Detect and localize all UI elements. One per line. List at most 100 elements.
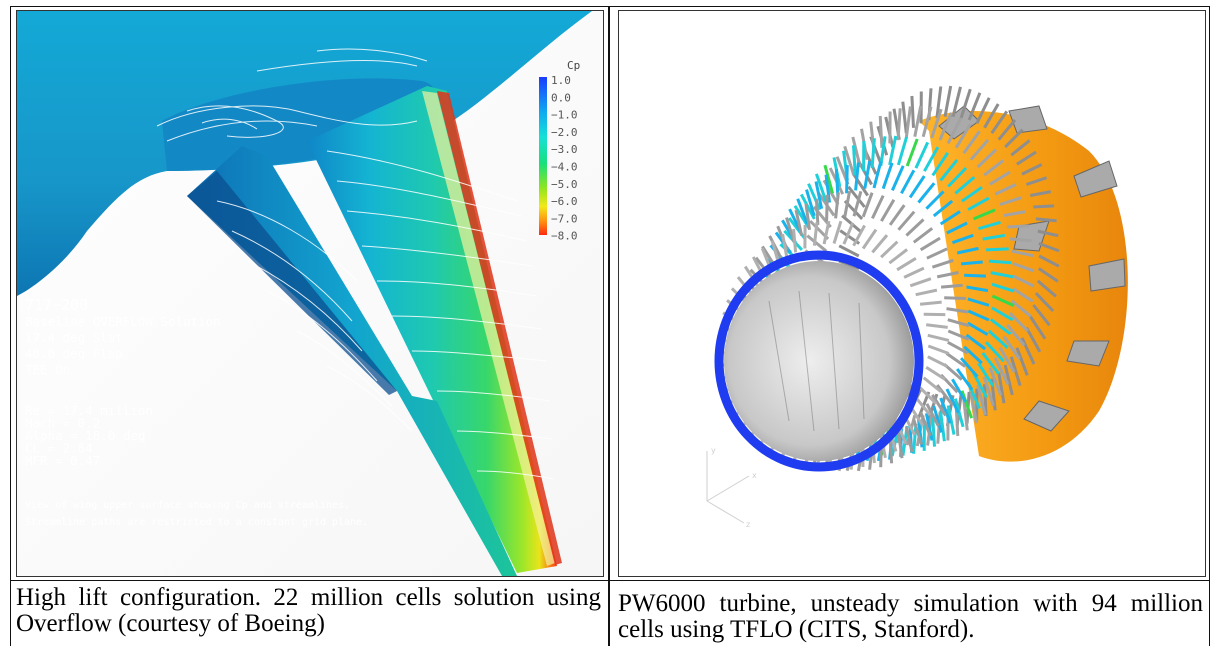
hub-inner-shading: [768, 290, 865, 432]
turbine-blade: [998, 346, 1016, 373]
turbine-blade: [967, 92, 982, 121]
turbine-blade: [939, 210, 961, 226]
turbine-blade: [969, 392, 978, 424]
turbine-blade: [989, 170, 1011, 186]
turbine-blade: [823, 164, 835, 194]
turbine-blade: [824, 174, 831, 203]
table-center-divider: [608, 6, 610, 646]
turbine-blade: [978, 220, 1001, 231]
casing-vanes: [938, 105, 1126, 432]
turbine-blade: [964, 273, 986, 278]
wing-leading-edge: [422, 91, 555, 566]
turbine-blade: [983, 103, 1000, 129]
turbine-blade: [967, 321, 989, 336]
turbine-blade: [921, 106, 933, 138]
table-row-divider: [10, 580, 1210, 581]
turbine-blade: [947, 329, 970, 341]
turbine-blade: [931, 393, 947, 417]
turbine-blade: [966, 285, 989, 293]
turbine-blade: [932, 199, 954, 218]
turbine-blade: [967, 297, 990, 307]
turbine-blade: [1010, 139, 1031, 157]
turbine-blade: [945, 388, 960, 414]
turbine-blade: [1038, 254, 1060, 268]
wing-cfd-svg: Cp 1.0 0.0 −1.0 −2.0 −3.0 −4.0 −5.0 −6.0 −7.0 −8.…: [17, 11, 603, 576]
turbine-blade: [963, 345, 983, 365]
turbine-blade: [900, 169, 916, 195]
turbine-blade: [854, 162, 860, 191]
turbine-blade: [870, 138, 876, 169]
turbine-blade: [925, 190, 945, 210]
turbine-blade: [881, 162, 894, 190]
turbine-blade: [989, 318, 1012, 336]
table-right-border: [1209, 6, 1210, 646]
turbine-blade: [1012, 274, 1035, 288]
cp-colorbar: [539, 77, 547, 235]
turbine-blade: [843, 190, 852, 218]
turbine-blade: [1007, 224, 1029, 229]
turbine-blade: [796, 198, 809, 225]
turbine-blade: [1012, 262, 1035, 273]
flap-dark-edge: [187, 171, 397, 395]
turbine-blade: [972, 372, 989, 399]
turbine-blade: [805, 189, 816, 217]
cp-tick-label: −3.0: [551, 143, 578, 156]
turbine-blade: [976, 148, 998, 169]
info-line: 17.4 deg Slat: [25, 330, 123, 345]
turbine-blade: [832, 220, 843, 244]
turbine-blade: [1011, 249, 1034, 258]
turbine-blade: [927, 344, 950, 355]
turbine-blade: [878, 115, 884, 148]
turbine-blade: [896, 257, 917, 272]
turbine-blade: [909, 277, 932, 288]
turbine-blade: [912, 419, 923, 445]
caption-left: High lift configuration. 22 million cell…: [16, 584, 601, 637]
turbine-blade: [959, 357, 979, 378]
turbine-blade: [951, 86, 962, 118]
turbine-blade: [1015, 347, 1029, 376]
turbine-blade: [842, 222, 855, 245]
cp-tick-label: 1.0: [551, 74, 571, 87]
info-line: 40.0 deg Flap: [25, 346, 123, 361]
turbine-blade: [793, 204, 811, 230]
turbine-blade: [994, 183, 1017, 196]
turbine-blade: [961, 185, 983, 203]
axis-label-x: x: [752, 471, 757, 480]
turbine-blade: [925, 366, 946, 381]
turbine-blade: [955, 368, 974, 391]
turbine-blade: [1003, 210, 1026, 217]
turbine-blade: [932, 405, 943, 433]
table-top-border: [10, 6, 1210, 7]
turbine-blade: [991, 306, 1014, 322]
info-line: Baseline OVERFLOW Solution: [25, 314, 221, 329]
turbine-blade: [804, 203, 811, 231]
turbine-blade: [806, 234, 828, 253]
turbine-blade: [977, 362, 995, 388]
streamlines: [156, 48, 555, 480]
turbine-blade: [991, 294, 1015, 307]
turbine-blade: [988, 367, 1003, 396]
turbine-blade: [930, 108, 943, 139]
turbine-blade: [917, 182, 936, 204]
turbine-blade: [990, 271, 1014, 279]
turbine-blade: [888, 135, 898, 166]
turbine-blade: [904, 106, 912, 139]
turbine-blade: [935, 86, 943, 119]
turbine-blade: [912, 227, 934, 244]
turbine-blade: [959, 88, 972, 119]
blue-inlet-ring: [714, 250, 924, 472]
turbine-blade: [852, 145, 857, 176]
turbine-blade: [962, 398, 969, 431]
turbine-blade: [1034, 292, 1055, 313]
turbine-blade: [923, 146, 940, 172]
turbine-blade: [983, 384, 988, 417]
turbine-blade: [896, 108, 902, 141]
turbine-blade: [969, 139, 990, 161]
turbine-blade: [973, 208, 996, 221]
turbine-blade: [851, 172, 869, 197]
turbine-blade: [914, 141, 930, 169]
axis-label-y: y: [711, 446, 716, 455]
turbine-blade: [825, 194, 829, 222]
turbine-blade: [871, 234, 889, 254]
